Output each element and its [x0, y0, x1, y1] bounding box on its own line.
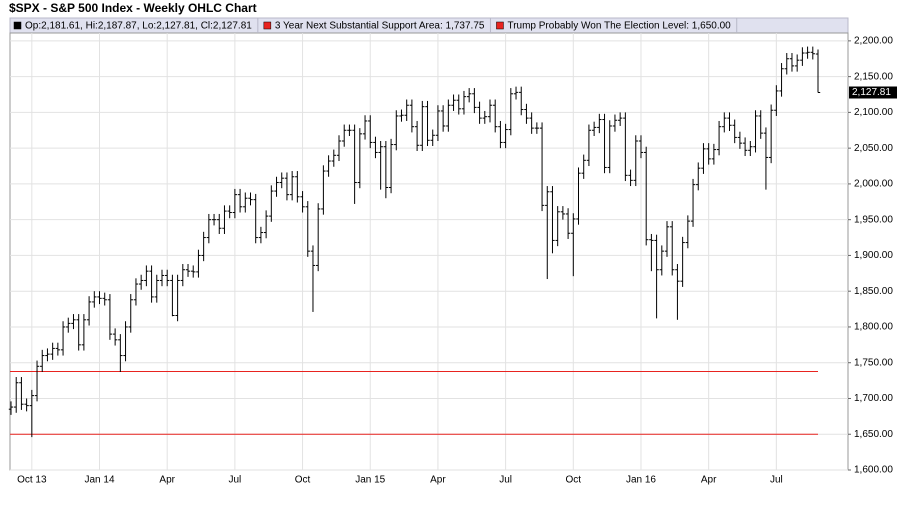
last-price-label: 2,127.81: [852, 87, 891, 98]
x-tick-label: Apr: [701, 475, 717, 486]
last-price-box: [849, 86, 897, 99]
y-tick-label: 1,950.00: [854, 214, 893, 225]
legend-label: Trump Probably Won The Election Level: 1…: [507, 21, 731, 32]
legend-swatch: [13, 21, 22, 30]
plot-area: [9, 32, 849, 471]
chart-title: $SPX - S&P 500 Index - Weekly OHLC Chart: [9, 1, 257, 15]
y-tick-label: 1,600.00: [854, 465, 893, 476]
x-tick-label: Jul: [770, 475, 783, 486]
y-tick-label: 2,150.00: [854, 71, 893, 82]
x-tick-label: Jul: [228, 475, 241, 486]
x-tick-label: Apr: [430, 475, 446, 486]
x-tick-label: Jul: [499, 475, 512, 486]
x-tick-label: Apr: [159, 475, 175, 486]
x-tick-label: Jan 14: [84, 475, 114, 486]
x-tick-label: Jan 16: [626, 475, 656, 486]
y-tick-label: 2,050.00: [854, 143, 893, 154]
x-tick-label: Oct: [295, 475, 311, 486]
y-tick-label: 2,000.00: [854, 179, 893, 190]
legend-swatch: [263, 21, 272, 30]
y-tick-label: 1,750.00: [854, 357, 893, 368]
y-tick-label: 1,850.00: [854, 286, 893, 297]
y-tick-label: 1,900.00: [854, 250, 893, 261]
y-tick-label: 1,650.00: [854, 429, 893, 440]
legend-label: Op:2,181.61, Hi:2,187.87, Lo:2,127.81, C…: [25, 21, 252, 32]
y-tick-label: 2,200.00: [854, 36, 893, 47]
x-tick-label: Oct: [566, 475, 582, 486]
y-tick-label: 1,700.00: [854, 393, 893, 404]
y-tick-label: 1,800.00: [854, 322, 893, 333]
x-tick-label: Jan 15: [355, 475, 385, 486]
ohlc-series: [8, 46, 821, 438]
x-tick-label: Oct 13: [17, 475, 47, 486]
y-tick-label: 2,100.00: [854, 107, 893, 118]
legend-swatch: [496, 21, 504, 30]
legend-label: 3 Year Next Substantial Support Area: 1,…: [275, 21, 485, 32]
